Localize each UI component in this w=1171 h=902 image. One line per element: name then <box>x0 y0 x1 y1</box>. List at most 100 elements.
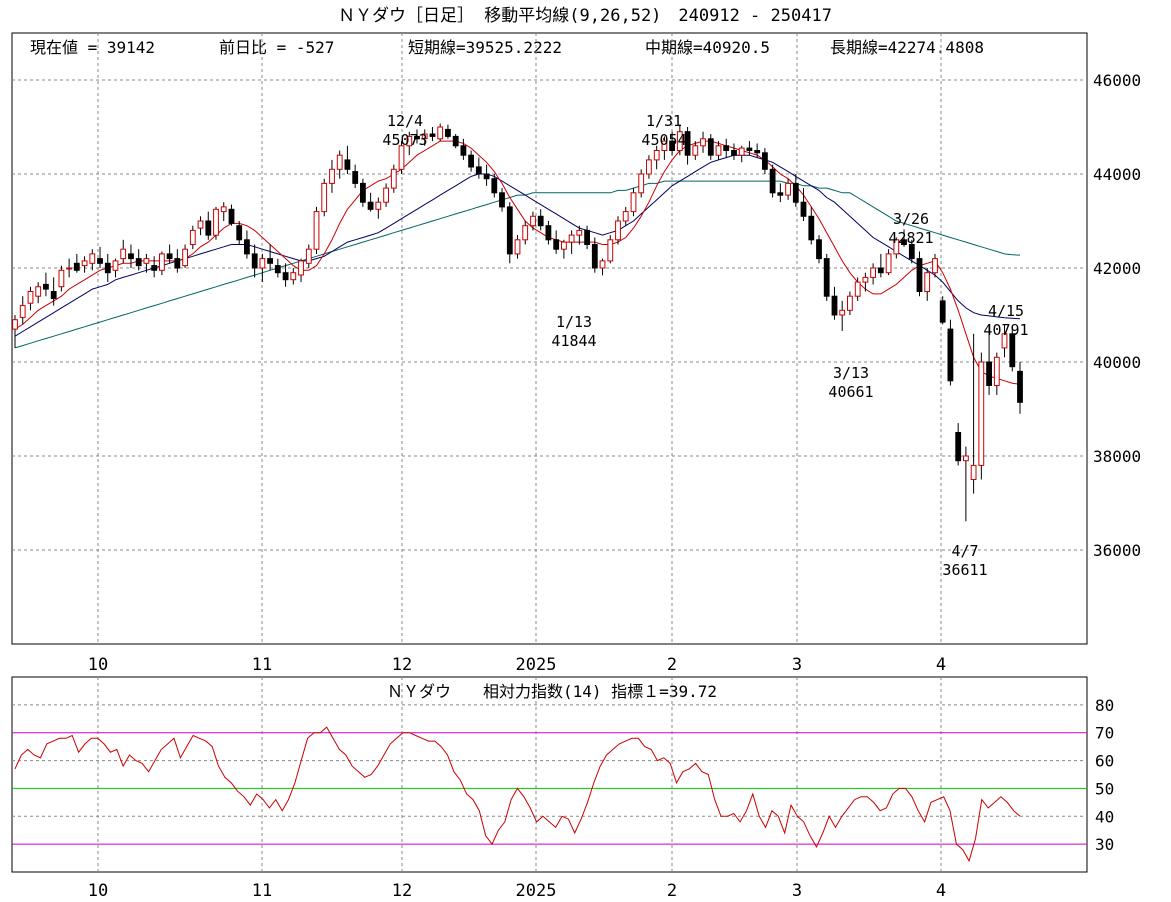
rsi-y-tick-label: 30 <box>1095 835 1114 854</box>
candle <box>50 277 57 306</box>
candle <box>893 237 900 259</box>
candle <box>81 256 88 273</box>
candle-body-up <box>615 220 621 241</box>
candle-body-up <box>870 267 877 278</box>
annotation-peak-mar: 3/26 42821 <box>888 210 933 247</box>
candle-body-up <box>290 272 297 281</box>
candle-body-down <box>545 225 552 241</box>
candle <box>151 256 158 278</box>
candle <box>514 235 521 259</box>
candle-body-up <box>259 258 266 269</box>
annotation-date: 3/26 <box>893 210 929 228</box>
candle-body-up <box>189 229 196 245</box>
candle <box>762 148 768 174</box>
candle <box>406 131 413 156</box>
x-tick-label: 2025 <box>516 655 557 675</box>
long-ma-line <box>14 180 1021 349</box>
candle-body-up <box>27 291 34 304</box>
candle-body-down <box>50 291 57 299</box>
candle <box>290 268 297 285</box>
candle-body-down <box>104 262 111 274</box>
candle-body-down <box>344 159 351 170</box>
candle-body-down <box>360 182 366 203</box>
candle-body-down <box>274 265 281 274</box>
rsi-x-axis: 10 11 12 2025 2 3 4 <box>88 881 946 901</box>
candle-body-up <box>676 131 683 151</box>
candle-body-down <box>831 295 838 316</box>
candle <box>947 319 954 386</box>
candle-body-up <box>398 145 405 170</box>
candle-body-down <box>267 258 274 264</box>
candle <box>715 141 722 160</box>
candle <box>568 230 575 254</box>
candle <box>561 239 567 259</box>
candle <box>522 221 529 245</box>
candle <box>143 253 150 273</box>
annotation-date: 1/31 <box>646 112 682 130</box>
candle-body-up <box>89 253 96 264</box>
candle-body-up <box>437 126 444 140</box>
candle <box>839 300 846 331</box>
rsi-plot-frame <box>11 676 1088 873</box>
candle-body-up <box>522 225 529 241</box>
candle-body-down <box>506 206 513 255</box>
candle-body-down <box>669 140 676 152</box>
candle-body-down <box>429 133 436 137</box>
candle <box>228 204 235 226</box>
candle-body-down <box>684 131 691 156</box>
candle <box>993 352 1000 395</box>
candle <box>877 253 884 278</box>
candle <box>445 124 451 139</box>
candle-body-up <box>313 211 320 250</box>
annotation-value: 45054 <box>641 131 686 149</box>
y-tick-label: 38000 <box>1093 447 1141 466</box>
candle-body-up <box>375 201 382 210</box>
candle-body-down <box>823 258 830 297</box>
candle <box>12 315 18 348</box>
annotation-peak-dec: 12/4 45073 <box>382 112 427 149</box>
candle <box>808 206 815 245</box>
candle <box>274 258 281 278</box>
candle-body-up <box>383 187 390 203</box>
rsi-reference-lines <box>12 732 1087 845</box>
annotation-value: 40791 <box>983 321 1028 339</box>
candle <box>483 164 490 186</box>
candle <box>305 244 312 268</box>
candle <box>112 258 119 278</box>
candle-body-down <box>166 253 173 260</box>
candle <box>104 253 111 283</box>
candle-body-down <box>128 253 134 260</box>
annotation-value: 41844 <box>551 332 596 350</box>
candle <box>545 221 552 245</box>
candle-body-up <box>700 138 706 147</box>
candle-body-down <box>916 258 923 293</box>
candle <box>43 272 49 297</box>
candle-body-down <box>816 239 822 260</box>
candle-body-down <box>808 215 815 241</box>
info-day-change: 前日比 = -527 <box>219 38 334 57</box>
y-tick-label: 36000 <box>1093 541 1141 560</box>
candle-body-up <box>12 319 18 330</box>
candle <box>932 253 938 278</box>
candle <box>58 265 65 292</box>
candle-body-down <box>352 171 359 184</box>
candle-body-up <box>421 133 428 140</box>
candle <box>676 124 683 156</box>
candle-body-up <box>112 260 119 271</box>
candlesticks <box>12 123 1023 522</box>
rsi-x-tick-label: 12 <box>392 881 412 901</box>
candle <box>321 178 328 217</box>
x-tick-label: 4 <box>936 655 946 675</box>
candle-body-up <box>622 211 629 222</box>
candle-body-down <box>475 166 482 175</box>
main-y-axis: 36000 38000 40000 42000 44000 46000 <box>1093 71 1141 560</box>
candle-body-up <box>514 239 521 255</box>
info-long-ma: 長期線=42274.4808 <box>830 38 984 57</box>
candle <box>452 134 459 149</box>
candle-body-up <box>646 159 652 175</box>
candle-body-up <box>847 295 853 311</box>
candle <box>298 258 304 283</box>
candle <box>120 239 127 264</box>
candle <box>197 216 204 236</box>
x-tick-label: 2 <box>667 655 677 675</box>
